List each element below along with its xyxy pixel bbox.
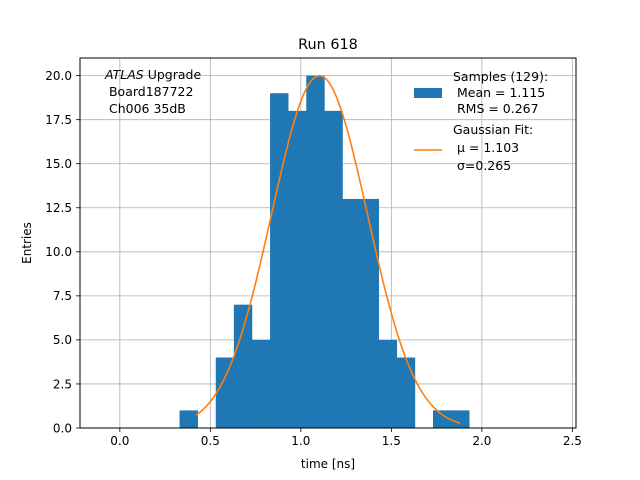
y-tick-label-8: 20.0 bbox=[45, 69, 72, 83]
legend-samples-swatch bbox=[414, 88, 442, 98]
histogram-bar-12 bbox=[396, 357, 416, 428]
histogram-bars bbox=[179, 75, 470, 428]
y-axis-ticks: 0.0 2.5 5.0 7.5 10.0 12.5 15.0 17.5 20.0 bbox=[45, 69, 80, 435]
legend-samples-rms: RMS = 0.267 bbox=[453, 101, 539, 116]
y-tick-label-5: 12.5 bbox=[45, 201, 72, 215]
histogram-bar-8 bbox=[324, 110, 343, 428]
annotation-line-1: ATLAS Upgrade bbox=[104, 67, 201, 82]
x-tick-label-3: 1.5 bbox=[382, 434, 401, 448]
legend-fit-sigma: σ=0.265 bbox=[453, 158, 511, 173]
x-tick-label-0: 0.0 bbox=[110, 434, 129, 448]
x-tick-label-5: 2.5 bbox=[563, 434, 582, 448]
histogram-bar-11 bbox=[378, 339, 398, 428]
x-axis-label: time [ns] bbox=[301, 457, 355, 471]
x-axis-ticks: 0.0 0.5 1.0 1.5 2.0 2.5 bbox=[110, 428, 582, 448]
histogram-bar-2 bbox=[215, 357, 235, 428]
histogram-bar-6 bbox=[288, 110, 307, 428]
legend-samples-header: Samples (129): bbox=[453, 69, 548, 84]
atlas-annotation: ATLAS Upgrade Board187722 Ch006 35dB bbox=[104, 67, 201, 116]
histogram-bar-14 bbox=[432, 410, 452, 428]
legend-fit-header: Gaussian Fit: bbox=[453, 122, 533, 137]
annotation-upgrade: Upgrade bbox=[144, 67, 202, 82]
y-tick-label-1: 2.5 bbox=[53, 377, 72, 391]
y-tick-label-2: 5.0 bbox=[53, 333, 72, 347]
gaussian-fit-line bbox=[195, 74, 461, 424]
annotation-channel: Ch006 35dB bbox=[105, 101, 186, 116]
y-tick-label-0: 0.0 bbox=[53, 421, 72, 435]
legend-samples-mean: Mean = 1.115 bbox=[453, 85, 545, 100]
chart-title: Run 618 bbox=[298, 37, 358, 53]
histogram-bar-5 bbox=[270, 93, 289, 428]
x-tick-label-4: 2.0 bbox=[472, 434, 491, 448]
y-tick-label-3: 7.5 bbox=[53, 289, 72, 303]
histogram-bar-9 bbox=[342, 198, 361, 428]
y-tick-label-7: 17.5 bbox=[45, 113, 72, 127]
histogram-bar-7 bbox=[306, 75, 325, 428]
histogram-bar-15 bbox=[451, 410, 470, 428]
y-tick-label-4: 10.0 bbox=[45, 245, 72, 259]
x-tick-label-1: 0.5 bbox=[201, 434, 220, 448]
x-tick-label-2: 1.0 bbox=[291, 434, 310, 448]
histogram-bar-10 bbox=[360, 198, 379, 428]
annotation-atlas-italic: ATLAS bbox=[104, 67, 144, 82]
y-tick-label-6: 15.0 bbox=[45, 157, 72, 171]
axes-frame bbox=[79, 57, 577, 429]
y-axis-label: Entries bbox=[20, 222, 34, 264]
gaussian-fit-curve bbox=[195, 74, 461, 424]
legend-fit-mu: μ = 1.103 bbox=[453, 140, 519, 155]
histogram-bar-0 bbox=[179, 410, 198, 428]
histogram-bar-3 bbox=[233, 304, 253, 428]
histogram-bar-4 bbox=[251, 339, 271, 428]
annotation-board: Board187722 bbox=[105, 84, 193, 99]
legend: Samples (129): Mean = 1.115 RMS = 0.267 … bbox=[414, 69, 548, 173]
